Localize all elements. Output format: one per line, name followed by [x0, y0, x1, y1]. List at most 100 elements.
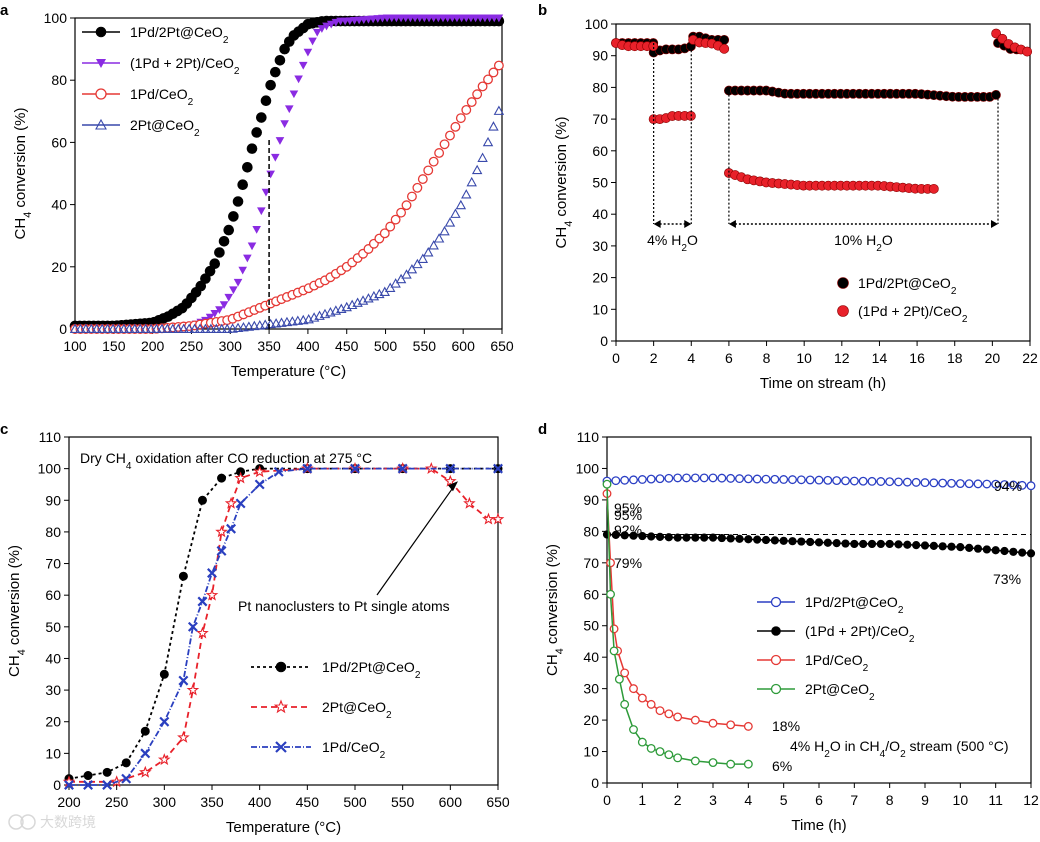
panel-d-point: [609, 624, 619, 634]
panel-a-point: [434, 148, 445, 158]
panel-d-point: [638, 531, 647, 541]
panel-a-legend: 1Pd/2Pt@CeO2 (1Pd + 2Pt)/CeO2 1Pd/CeO2 2Pt@…: [82, 24, 240, 139]
panel-d-point: [735, 534, 744, 543]
panel-a-point: [289, 90, 299, 99]
panel-d-point: [637, 737, 647, 747]
panel-b-y-tick-label: 0: [600, 333, 608, 349]
panel-d-y-tick-label: 80: [583, 523, 599, 539]
panel-a-point: [238, 321, 249, 332]
panel-a-y-tick-label: 60: [51, 134, 67, 150]
panel-d-x-tick-label: 7: [850, 792, 858, 808]
panel-d-end-label: 6%: [772, 758, 792, 774]
panel-d-point: [717, 533, 726, 543]
panel-c-point: [207, 568, 217, 579]
panel-d-point: [664, 709, 674, 719]
panel-a-point: [140, 323, 151, 333]
panel-a-point: [254, 320, 266, 330]
panel-b-point: [1022, 46, 1033, 57]
panel-a-point: [390, 214, 401, 225]
panel-c-legend-marker: [275, 741, 287, 753]
panel-d-point: [673, 753, 683, 763]
panel-a-plot-frame: [74, 17, 503, 330]
panel-d-point: [832, 476, 842, 486]
panel-c-y-tick-label: 20: [45, 714, 61, 730]
panel-d-point: [1017, 480, 1027, 490]
panel-d-x-tick-label: 8: [886, 792, 894, 808]
panel-d-point: [858, 476, 868, 486]
panel-a-point: [303, 313, 314, 324]
panel-d-point: [1000, 480, 1009, 490]
panel-a-point: [284, 105, 294, 114]
panel-d-point: [876, 477, 886, 486]
panel-d-legend-marker: [770, 654, 782, 666]
panel-d-value-labels: 95% 94% 79% 73% 92% 18% 95% 6%: [614, 478, 1022, 774]
panel-d-point: [609, 646, 619, 656]
panel-a-x-axis-label: Temperature (°C): [231, 363, 346, 380]
panel-c-point: [196, 626, 209, 639]
panel-d-point: [1008, 480, 1018, 490]
panel-d-chart: 0 1 2 3 4 5 6 7 8 9 10 11 12010203040506070809010011…: [544, 429, 1039, 834]
panel-a-legend-label: 2Pt@CeO2: [130, 117, 200, 139]
panel-c-point: [463, 496, 476, 509]
panel-b-y-tick-label: 50: [592, 175, 608, 191]
panel-d-x-tick-label: 0: [603, 792, 611, 808]
panel-b-legend-label: 1Pd/2Pt@CeO2: [858, 275, 957, 297]
panel-d-point: [814, 538, 824, 547]
panel-d-point: [743, 759, 753, 769]
panel-a-point: [251, 127, 262, 138]
panel-b-x-tick-label: 18: [947, 350, 963, 366]
panel-d-x-tick-label: 9: [921, 792, 929, 808]
panel-d-point: [867, 539, 877, 549]
panel-c-chart: 200 250 300 350 400 450 500 550 600 650 0 10 20 30 40 5…: [6, 429, 510, 836]
panel-d-point: [955, 479, 965, 489]
panel-d-point: [753, 535, 762, 544]
panel-a-point: [455, 113, 466, 124]
panel-b-x-tick-label: 0: [612, 350, 620, 366]
panel-c-x-tick-label: 350: [200, 794, 224, 810]
panel-d-point: [606, 558, 615, 568]
panel-b-y-tick-label: 100: [585, 16, 609, 32]
panel-d-x-tick-label: 4: [744, 792, 752, 808]
panel-a-point: [261, 188, 271, 197]
panel-a-point: [107, 323, 119, 333]
panel-b-x-tick-label: 2: [650, 350, 658, 366]
panel-d-point: [1026, 481, 1036, 491]
panel-c-point: [83, 780, 94, 790]
panel-a-series-3: [69, 105, 505, 333]
panel-c-x-axis-label: Temperature (°C): [226, 819, 341, 836]
panel-a-point: [265, 79, 276, 91]
panel-d-legend: 1Pd/2Pt@CeO2 (1Pd + 2Pt)/CeO2 1Pd/CeO2 2Pt@…: [757, 594, 915, 703]
panel-a-point: [205, 323, 217, 333]
panel-b-x-tick-label: 20: [985, 350, 1001, 366]
panel-a-point: [233, 278, 243, 287]
panel-d-point: [947, 542, 956, 551]
panel-d-legend-marker: [770, 683, 782, 695]
panel-a-point: [249, 320, 260, 331]
panel-c-y-axis-label: CH4 conversion (%): [6, 545, 28, 677]
panel-d-point: [885, 539, 894, 549]
panel-c-point: [121, 773, 132, 784]
panel-d-point: [770, 474, 780, 484]
panel-d-point: [991, 546, 1000, 555]
panel-a-x-tick-label: 300: [219, 338, 243, 354]
panel-b-x-tick-label: 8: [763, 350, 771, 366]
panel-d-legend-marker: [770, 596, 782, 608]
panel-d-point: [964, 479, 974, 489]
panel-c-x-tick-label: 400: [248, 794, 272, 810]
panel-a-point: [200, 323, 211, 333]
panel-c-point: [234, 471, 247, 484]
panel-a-legend-marker: [95, 26, 107, 38]
panel-a-point: [428, 240, 439, 250]
panel-a-point: [247, 242, 257, 251]
panel-a-point: [69, 323, 81, 333]
panel-a-point: [96, 323, 108, 333]
panel-c-point: [205, 588, 219, 601]
panel-c-legend-marker: [273, 699, 289, 714]
panel-d-end-label: 18%: [772, 718, 800, 734]
panel-d-point: [646, 743, 656, 753]
panel-a-point: [396, 207, 407, 218]
panel-d-point: [655, 532, 665, 541]
panel-c-point: [140, 726, 150, 736]
panel-b-y-tick-label: 40: [592, 206, 608, 222]
